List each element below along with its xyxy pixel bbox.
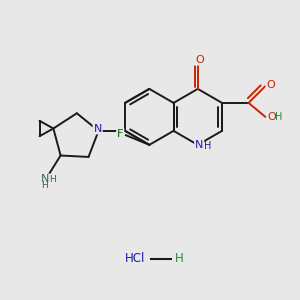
Text: H: H — [203, 141, 211, 151]
Text: H: H — [41, 181, 48, 190]
Text: N: N — [94, 124, 102, 134]
Text: N: N — [195, 140, 203, 150]
Text: F: F — [117, 129, 123, 139]
Text: O: O — [268, 112, 276, 122]
Text: O: O — [266, 80, 275, 90]
Text: H: H — [175, 252, 183, 266]
Text: HCl: HCl — [125, 252, 146, 266]
Text: H: H — [275, 112, 283, 122]
Text: O: O — [195, 55, 204, 64]
Text: N: N — [41, 174, 49, 184]
Text: H: H — [49, 175, 56, 184]
